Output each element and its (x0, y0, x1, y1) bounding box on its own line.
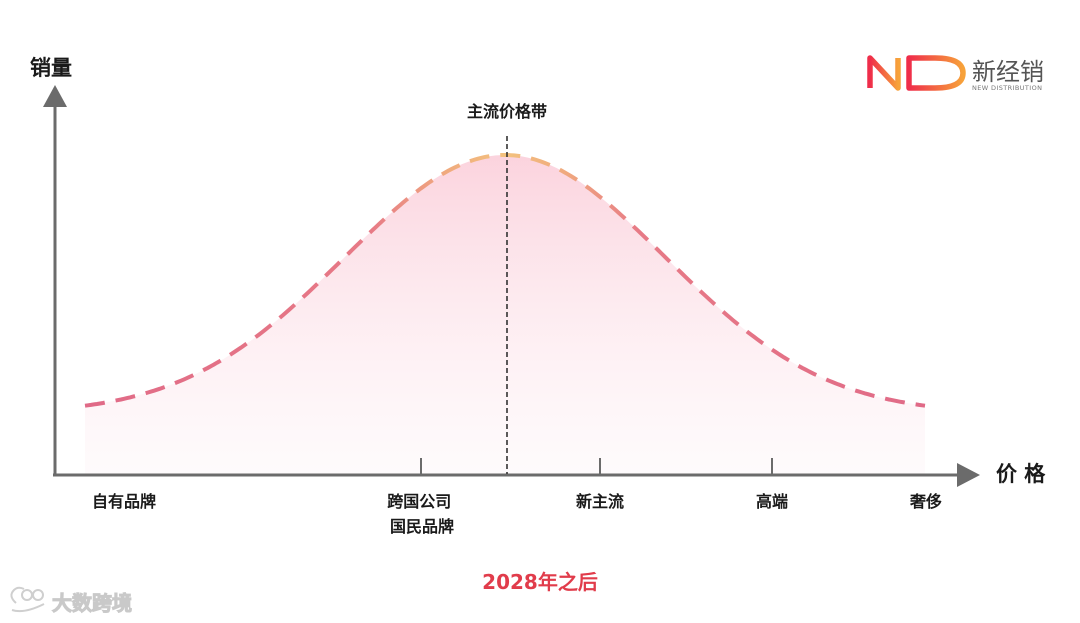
watermark-logo-icon (10, 586, 45, 613)
x-tick-label: 新主流 (576, 492, 624, 511)
chart-caption: 2028年之后 (482, 570, 598, 594)
x-tick-label: 自有品牌 (92, 492, 156, 511)
curve-area-fill (85, 155, 925, 474)
x-tick-label: 奢侈 (909, 492, 942, 511)
watermark-text: 大数跨境 (52, 591, 132, 615)
brand-name-cn: 新经销 (972, 58, 1044, 86)
brand-logo: 新经销 NEW DISTRIBUTION (867, 55, 1044, 92)
brand-name-en: NEW DISTRIBUTION (972, 84, 1042, 92)
y-axis-arrow-icon (43, 85, 67, 107)
x-tick-label: 跨国公司 国民品牌 (387, 492, 457, 536)
x-tick-label: 高端 (756, 492, 788, 511)
y-axis-label: 销量 (30, 56, 72, 80)
watermark: 大数跨境 (10, 586, 133, 616)
price-distribution-curve (84, 153, 926, 408)
mainstream-band-label: 主流价格带 (467, 102, 547, 121)
x-axis-label: 价 格 (996, 462, 1046, 486)
x-axis-arrow-icon (957, 463, 980, 487)
nd-logo-icon (867, 55, 966, 91)
